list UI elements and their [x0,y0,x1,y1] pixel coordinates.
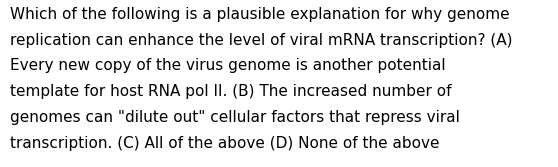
Text: Every new copy of the virus genome is another potential: Every new copy of the virus genome is an… [10,58,446,73]
Text: Which of the following is a plausible explanation for why genome: Which of the following is a plausible ex… [10,7,509,22]
Text: genomes can "dilute out" cellular factors that repress viral: genomes can "dilute out" cellular factor… [10,110,460,125]
Text: transcription. (C) All of the above (D) None of the above: transcription. (C) All of the above (D) … [10,136,440,151]
Text: replication can enhance the level of viral mRNA transcription? (A): replication can enhance the level of vir… [10,33,513,48]
Text: template for host RNA pol II. (B) The increased number of: template for host RNA pol II. (B) The in… [10,84,451,99]
